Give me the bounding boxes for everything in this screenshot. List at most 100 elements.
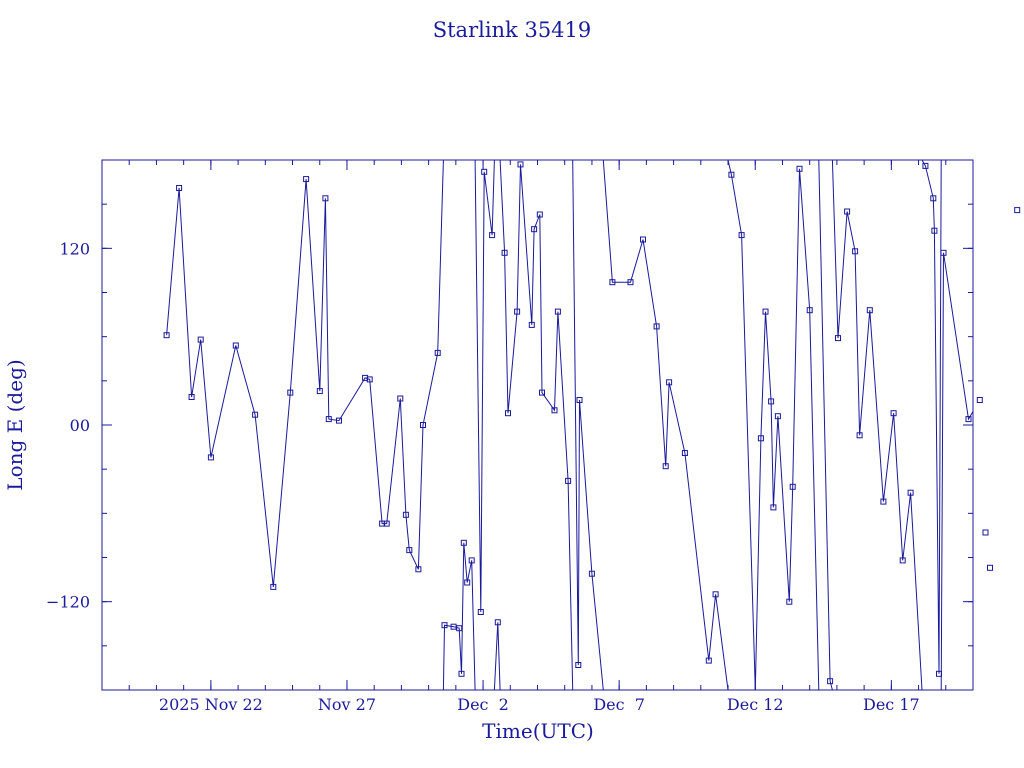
data-point	[866, 307, 873, 314]
data-point	[163, 332, 170, 339]
series-layer	[163, 160, 1024, 690]
data-point	[931, 227, 938, 234]
y-tick-label: 120	[59, 239, 90, 258]
data-point	[489, 232, 496, 239]
data-point	[517, 161, 524, 168]
plot-frame	[101, 159, 974, 691]
series-line	[831, 160, 923, 690]
data-point	[468, 557, 475, 564]
data-point	[322, 195, 329, 202]
data-point	[232, 342, 239, 349]
data-point	[1014, 207, 1021, 214]
series-line	[474, 160, 495, 613]
data-point	[640, 236, 646, 243]
data-point	[922, 162, 929, 169]
series-line	[442, 542, 476, 690]
data-point	[336, 417, 342, 424]
data-point	[576, 397, 583, 403]
data-point	[207, 454, 214, 461]
data-point	[176, 185, 183, 191]
data-point	[712, 591, 719, 598]
data-point	[303, 176, 310, 183]
data-point	[477, 609, 484, 615]
data-point	[705, 657, 712, 664]
series-line	[493, 622, 501, 690]
data-point	[536, 211, 543, 218]
series-line	[727, 160, 820, 690]
chart-title: Starlink 35419	[433, 18, 592, 42]
data-point	[770, 504, 777, 511]
data-point	[982, 529, 989, 536]
data-point	[316, 388, 323, 395]
data-point	[197, 336, 204, 343]
series-line	[602, 160, 729, 690]
data-point	[890, 410, 897, 417]
x-axis-label: Time(UTC)	[482, 719, 594, 743]
data-point	[188, 394, 195, 400]
data-point	[976, 397, 983, 403]
data-point	[852, 248, 859, 255]
series-line	[166, 160, 444, 587]
data-point	[899, 557, 906, 564]
data-point	[528, 321, 535, 328]
data-point	[252, 411, 259, 418]
data-point	[757, 435, 764, 442]
data-point	[539, 389, 545, 396]
data-point	[681, 450, 688, 456]
data-point	[501, 249, 508, 256]
data-point	[588, 570, 595, 577]
data-point	[406, 547, 413, 554]
data-point	[464, 579, 471, 586]
data-point	[441, 622, 448, 629]
data-point	[666, 379, 673, 386]
data-point	[514, 308, 521, 315]
y-axis: 120 00 −120	[46, 203, 973, 647]
data-point	[762, 308, 769, 315]
x-tick-label: Nov 27	[318, 695, 376, 714]
data-point	[609, 279, 616, 286]
x-tick-label: Dec 2	[457, 695, 509, 714]
x-axis: 2025 Nov 22 Nov 27 Dec 2 Dec 7 Dec 12 Dec 17	[128, 160, 947, 714]
data-point	[627, 279, 634, 286]
y-axis-label: Long E (deg)	[3, 359, 27, 490]
data-point	[270, 583, 277, 590]
y-tick-label: 00	[70, 416, 90, 435]
data-point	[325, 416, 332, 423]
x-tick-label: Dec 12	[727, 695, 784, 714]
data-point	[383, 520, 390, 527]
data-point	[940, 249, 947, 256]
data-point	[434, 349, 441, 356]
series-line	[1010, 160, 1024, 593]
data-point	[827, 678, 834, 685]
data-point	[930, 195, 937, 202]
series-line	[572, 160, 604, 690]
data-point	[880, 498, 887, 505]
data-point	[366, 376, 373, 383]
data-point	[856, 432, 863, 439]
data-point	[531, 226, 538, 233]
y-tick-label: −120	[46, 593, 90, 612]
data-point	[402, 511, 409, 518]
data-point	[987, 564, 993, 571]
data-point	[397, 395, 404, 402]
data-point	[768, 398, 775, 405]
data-point	[844, 208, 851, 215]
data-point	[786, 598, 793, 605]
data-point	[420, 422, 426, 428]
plot-border	[101, 159, 974, 691]
data-point	[450, 623, 457, 630]
series-line	[921, 160, 942, 674]
data-point	[415, 566, 422, 573]
data-point	[458, 670, 465, 677]
series-line	[818, 160, 833, 690]
data-point	[653, 323, 660, 330]
data-point	[505, 410, 511, 417]
data-point	[575, 662, 582, 668]
data-point	[554, 308, 561, 315]
x-tick-label: 2025 Nov 22	[159, 695, 263, 714]
x-tick-label: Dec 17	[863, 695, 920, 714]
data-point	[662, 463, 669, 470]
data-point	[796, 165, 803, 172]
data-point	[936, 670, 942, 677]
